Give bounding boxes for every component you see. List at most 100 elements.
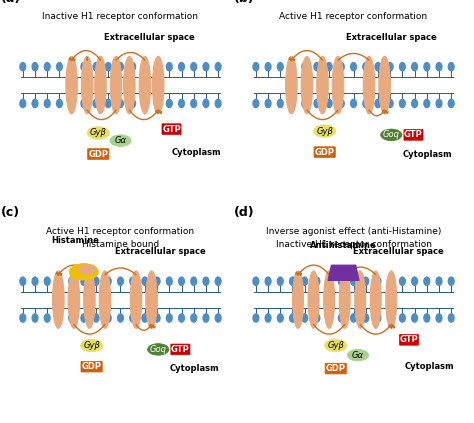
Text: Active H1 receptor conformation: Active H1 receptor conformation <box>46 227 194 236</box>
FancyBboxPatch shape <box>400 335 419 345</box>
Ellipse shape <box>338 99 345 108</box>
Ellipse shape <box>68 276 75 286</box>
Text: (b): (b) <box>234 0 254 5</box>
FancyBboxPatch shape <box>314 147 335 157</box>
Text: Extracellular space: Extracellular space <box>115 247 206 256</box>
Ellipse shape <box>129 99 136 108</box>
Ellipse shape <box>423 276 430 286</box>
Text: (c): (c) <box>0 206 20 219</box>
Ellipse shape <box>252 99 259 108</box>
Ellipse shape <box>68 99 75 108</box>
Ellipse shape <box>68 62 75 71</box>
Ellipse shape <box>139 56 151 114</box>
FancyBboxPatch shape <box>325 363 346 374</box>
Ellipse shape <box>190 276 197 286</box>
Ellipse shape <box>80 62 87 71</box>
Ellipse shape <box>117 62 124 71</box>
FancyBboxPatch shape <box>404 129 423 140</box>
Ellipse shape <box>277 276 284 286</box>
Ellipse shape <box>326 62 333 71</box>
Ellipse shape <box>362 313 369 323</box>
Ellipse shape <box>80 99 87 108</box>
FancyBboxPatch shape <box>162 124 181 135</box>
Ellipse shape <box>350 276 357 286</box>
Ellipse shape <box>148 343 169 355</box>
FancyBboxPatch shape <box>171 344 190 355</box>
Ellipse shape <box>130 271 142 328</box>
Ellipse shape <box>252 62 259 71</box>
Ellipse shape <box>387 313 394 323</box>
Ellipse shape <box>355 271 365 328</box>
Text: GTP: GTP <box>404 130 423 140</box>
Ellipse shape <box>69 264 98 280</box>
Ellipse shape <box>286 56 297 114</box>
Ellipse shape <box>92 62 100 71</box>
Ellipse shape <box>83 271 95 328</box>
Ellipse shape <box>301 56 313 114</box>
Ellipse shape <box>399 62 406 71</box>
Ellipse shape <box>215 62 222 71</box>
Text: Histamine bound: Histamine bound <box>82 240 159 249</box>
Text: GTP: GTP <box>162 125 181 134</box>
Ellipse shape <box>129 276 136 286</box>
Ellipse shape <box>264 62 272 71</box>
Ellipse shape <box>31 99 38 108</box>
Ellipse shape <box>387 276 394 286</box>
Ellipse shape <box>447 276 455 286</box>
Ellipse shape <box>202 313 210 323</box>
Ellipse shape <box>289 62 296 71</box>
Ellipse shape <box>80 276 87 286</box>
Ellipse shape <box>82 56 93 114</box>
Ellipse shape <box>66 56 77 114</box>
Ellipse shape <box>264 276 272 286</box>
Ellipse shape <box>190 62 197 71</box>
Ellipse shape <box>313 313 320 323</box>
Ellipse shape <box>436 313 443 323</box>
Ellipse shape <box>326 313 333 323</box>
Ellipse shape <box>252 276 259 286</box>
Ellipse shape <box>374 276 382 286</box>
Text: (d): (d) <box>234 206 254 219</box>
Ellipse shape <box>447 62 455 71</box>
Ellipse shape <box>264 99 272 108</box>
Ellipse shape <box>44 99 51 108</box>
Ellipse shape <box>78 264 97 275</box>
Ellipse shape <box>338 276 345 286</box>
Ellipse shape <box>374 313 382 323</box>
Ellipse shape <box>105 313 112 323</box>
Ellipse shape <box>166 313 173 323</box>
Ellipse shape <box>166 276 173 286</box>
Ellipse shape <box>141 99 148 108</box>
Ellipse shape <box>277 99 284 108</box>
Ellipse shape <box>399 99 406 108</box>
Ellipse shape <box>19 313 27 323</box>
Ellipse shape <box>19 276 27 286</box>
Text: Gyβ: Gyβ <box>316 126 333 135</box>
Ellipse shape <box>141 276 148 286</box>
Ellipse shape <box>166 99 173 108</box>
Ellipse shape <box>387 62 394 71</box>
Ellipse shape <box>363 56 375 114</box>
Ellipse shape <box>44 62 51 71</box>
Ellipse shape <box>264 313 272 323</box>
Ellipse shape <box>436 62 443 71</box>
Ellipse shape <box>347 349 368 361</box>
Ellipse shape <box>338 313 345 323</box>
Ellipse shape <box>117 99 124 108</box>
Text: Extracellular space: Extracellular space <box>346 33 437 42</box>
Ellipse shape <box>215 313 222 323</box>
Ellipse shape <box>105 62 112 71</box>
Ellipse shape <box>277 62 284 71</box>
Ellipse shape <box>117 276 124 286</box>
Ellipse shape <box>301 99 308 108</box>
Ellipse shape <box>317 56 328 114</box>
Ellipse shape <box>374 62 382 71</box>
Ellipse shape <box>386 271 397 328</box>
Text: Active H1 receptor conformation: Active H1 receptor conformation <box>280 12 428 21</box>
Ellipse shape <box>387 99 394 108</box>
Ellipse shape <box>338 62 345 71</box>
Ellipse shape <box>362 276 369 286</box>
Ellipse shape <box>313 62 320 71</box>
Ellipse shape <box>423 99 430 108</box>
Ellipse shape <box>399 276 406 286</box>
